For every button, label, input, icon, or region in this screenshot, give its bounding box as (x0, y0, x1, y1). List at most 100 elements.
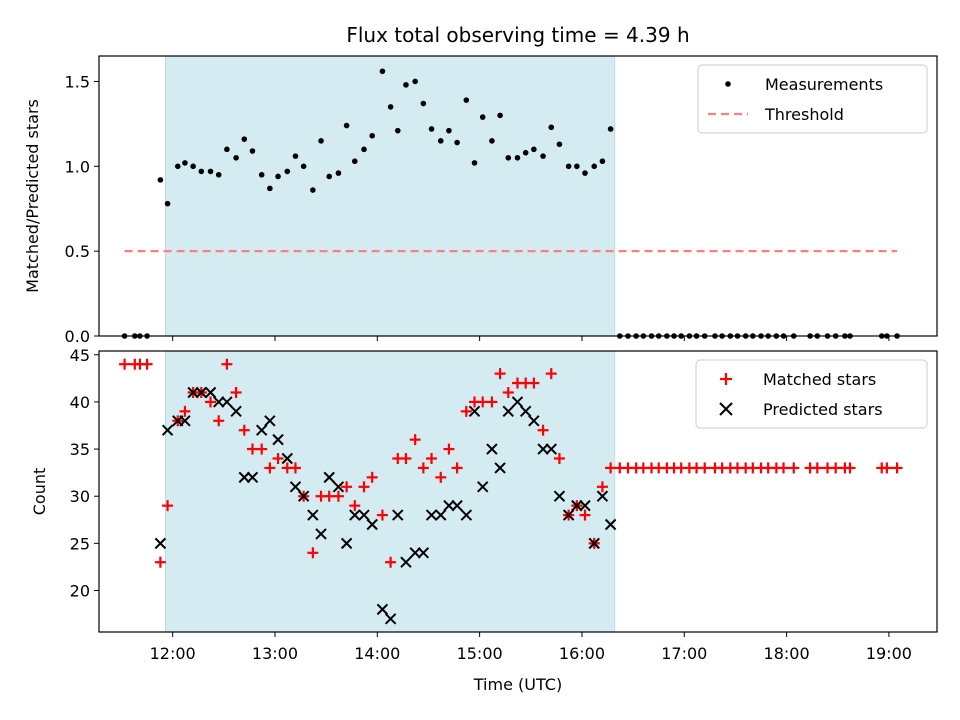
matched-star-point (605, 462, 617, 474)
plot-marks (121, 68, 900, 339)
measurement-point (318, 138, 324, 144)
legend-handle-dot (725, 81, 731, 87)
matched-star-point (246, 443, 258, 455)
legend-handle-plus (720, 373, 732, 385)
matched-star-point (486, 396, 498, 408)
matched-star-point (699, 462, 711, 474)
x-tick-label: 13:00 (252, 644, 298, 663)
measurement-point (157, 177, 164, 183)
matched-star-point (426, 452, 438, 464)
predicted-star-point (230, 405, 242, 418)
predicted-star-point (545, 443, 557, 455)
predicted-star-point (264, 415, 276, 427)
x-tick-label: 19:00 (866, 644, 912, 663)
predicted-star-point (562, 509, 575, 521)
predicted-star-point (596, 490, 609, 502)
predicted-star-point (476, 481, 489, 493)
measurement-point (326, 173, 333, 180)
predicted-star-point (195, 386, 208, 399)
matched-star-point (264, 462, 276, 474)
x-tick-label: 12:00 (150, 644, 196, 663)
predicted-star-point (161, 424, 174, 436)
x-ticks: 12:00 13:00 14:00 15:00 16:00 17:00 18:00 19:00 (150, 632, 912, 663)
measurement-point (505, 155, 512, 161)
predicted-star-point (519, 405, 532, 418)
measurement-point (463, 97, 470, 103)
matched-star-point (376, 509, 388, 521)
measurement-point (284, 168, 291, 175)
matched-star-point (400, 452, 412, 464)
predicted-star-point (349, 509, 361, 521)
measurement-point (387, 104, 394, 110)
matched-star-point (213, 415, 225, 427)
measurement-point (582, 170, 588, 176)
predicted-star-point (272, 433, 284, 446)
predicted-star-point (579, 499, 591, 512)
measurement-point (394, 127, 401, 134)
predicted-star-point (315, 528, 327, 540)
measurement-point (343, 122, 350, 129)
predicted-star-point (528, 415, 540, 427)
y-tick-label: 1.5 (65, 72, 90, 91)
matched-star-point (349, 500, 361, 512)
legend-label: Threshold (764, 105, 844, 124)
matched-star-point (788, 462, 800, 474)
predicted-star-point (502, 405, 514, 418)
y-tick-label: 40 (70, 393, 90, 412)
predicted-star-point (486, 443, 498, 455)
measurement-point (437, 138, 444, 144)
predicted-star-point (392, 509, 404, 521)
x-tick-label: 15:00 (457, 644, 503, 663)
predicted-star-point (187, 386, 199, 399)
matched-star-point (435, 471, 447, 483)
predicted-star-point (340, 537, 353, 550)
measurement-point (420, 100, 427, 107)
measurement-point (489, 138, 495, 144)
x-tick-label: 17:00 (661, 644, 707, 663)
matched-star-point (341, 481, 353, 493)
predicted-star-point (460, 509, 473, 521)
x-tick-label: 16:00 (559, 644, 605, 663)
panel-ratio: 0.0 0.5 1.0 1.5 Matched/Predicted stars Mea… (23, 55, 938, 346)
predicted-star-point (213, 396, 225, 408)
matched-star-point (409, 434, 421, 446)
predicted-star-point (425, 509, 438, 521)
matched-star-point (323, 490, 335, 502)
matched-star-point (179, 405, 191, 417)
matched-star-point (205, 396, 217, 408)
measurement-point (607, 126, 614, 132)
measurement-point (574, 163, 580, 170)
measurement-point (182, 160, 188, 166)
matched-star-point (230, 386, 242, 398)
matched-star-point (553, 452, 565, 464)
predicted-star-point (332, 481, 345, 493)
matched-star-point (477, 396, 489, 408)
measurement-point (267, 185, 273, 192)
matched-star-point (417, 462, 429, 474)
matched-star-point (154, 556, 166, 568)
predicted-star-point (588, 537, 600, 550)
x-axis-label: Time (UTC) (473, 675, 562, 694)
measurement-point (522, 149, 529, 156)
axes-frame (98, 350, 938, 633)
y-axis-label-ratio: Matched/Predicted stars (23, 99, 42, 293)
matched-star-point (385, 556, 397, 568)
measurement-point (454, 139, 460, 146)
predicted-star-point (443, 499, 455, 512)
matched-star-point (528, 377, 540, 389)
predicted-star-point (435, 509, 447, 521)
y-ticks: 20 25 30 35 40 45 (70, 346, 99, 601)
predicted-star-point (358, 509, 370, 521)
predicted-star-point (417, 547, 430, 559)
predicted-star-point (494, 462, 506, 474)
y-axis-label-count: Count (30, 468, 49, 516)
measurement-point (310, 187, 316, 193)
measurement-point (514, 155, 521, 161)
legend-label: Matched stars (763, 370, 876, 389)
chart-title: Flux total observing time = 4.39 h (346, 23, 689, 47)
predicted-star-point (468, 405, 481, 418)
matched-star-point (451, 462, 463, 474)
legend-label: Predicted stars (763, 400, 883, 419)
y-tick-label: 1.0 (65, 157, 90, 176)
